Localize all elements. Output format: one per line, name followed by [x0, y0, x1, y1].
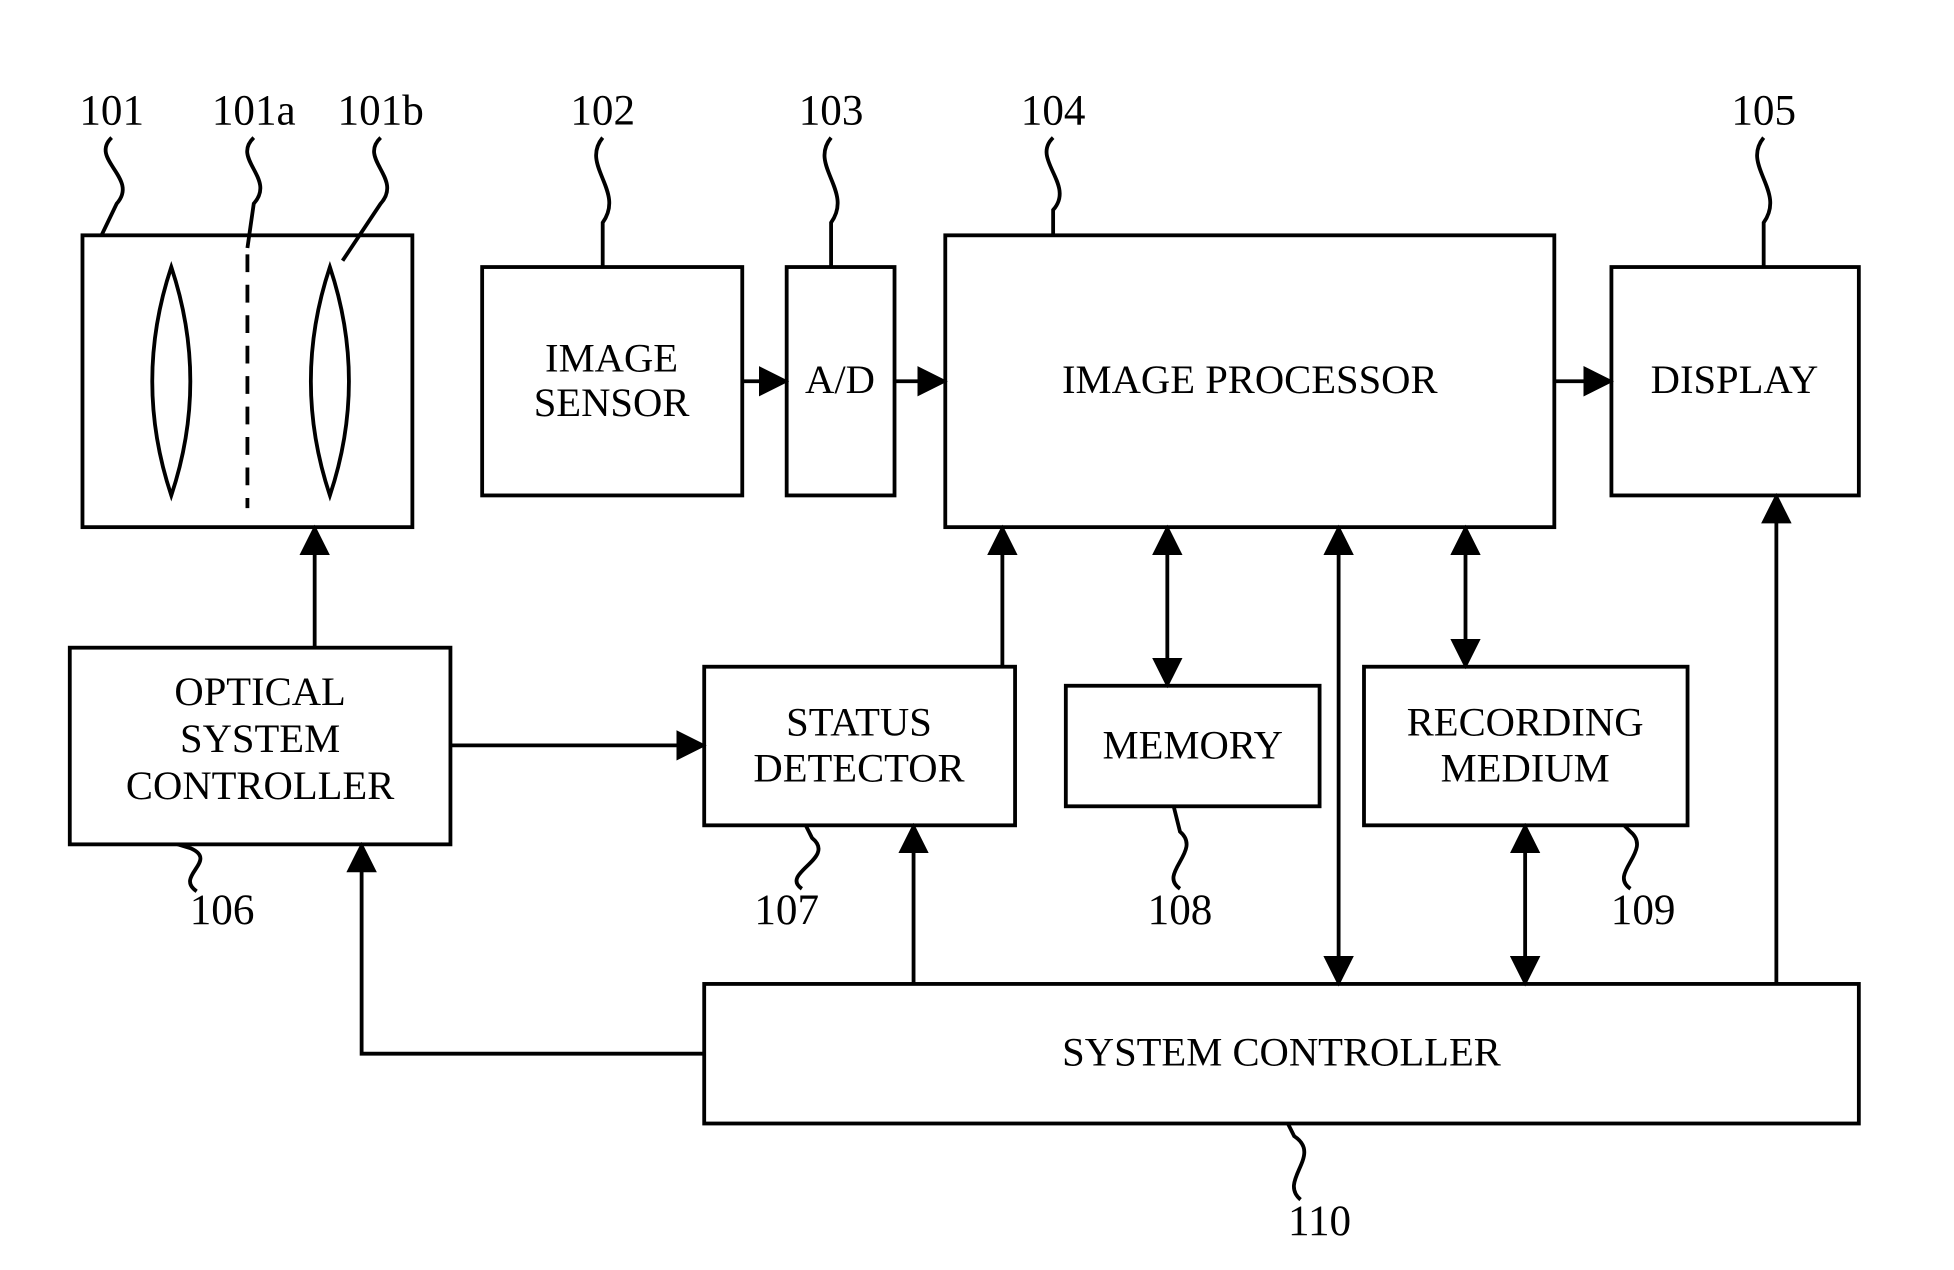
ref-105: 105: [1731, 88, 1796, 135]
squiggle-101: [102, 138, 123, 236]
squiggle-110: [1288, 1124, 1304, 1200]
ref-101: 101: [79, 88, 144, 135]
ref-101b: 101b: [338, 88, 424, 135]
block-image-processor: IMAGE PROCESSOR: [945, 235, 1554, 527]
block-memory: MEMORY: [1066, 686, 1320, 807]
image-processor-label: IMAGE PROCESSOR: [1062, 357, 1438, 402]
block-image-sensor: IMAGE SENSOR: [482, 267, 742, 495]
ref-109: 109: [1611, 887, 1676, 934]
block-display: DISPLAY: [1611, 267, 1858, 495]
squiggle-104: [1047, 138, 1060, 236]
ref-104: 104: [1021, 88, 1086, 135]
ref-108: 108: [1148, 887, 1213, 934]
edge-sysctrl-to-optctrl: [362, 844, 705, 1053]
block-optical-controller: OPTICAL SYSTEM CONTROLLER: [70, 648, 451, 845]
status-detector-label-2: DETECTOR: [753, 745, 965, 790]
squiggle-107: [796, 825, 818, 888]
ad-label: A/D: [805, 357, 875, 402]
squiggle-102: [596, 138, 609, 267]
squiggle-105: [1757, 138, 1770, 267]
ref-107: 107: [754, 887, 819, 934]
ref-106: 106: [190, 887, 255, 934]
optical-ctrl-label-3: CONTROLLER: [126, 763, 395, 808]
recording-medium-label-1: RECORDING: [1407, 700, 1644, 745]
image-sensor-label-2: SENSOR: [534, 380, 691, 425]
block-status-detector: STATUS DETECTOR: [704, 667, 1015, 826]
squiggle-109: [1624, 825, 1637, 888]
block-ad: A/D: [787, 267, 895, 495]
squiggle-108: [1173, 806, 1186, 888]
ref-103: 103: [799, 88, 864, 135]
block-diagram: IMAGE SENSOR A/D IMAGE PROCESSOR DISPLAY…: [0, 0, 1954, 1270]
ref-102: 102: [570, 88, 635, 135]
recording-medium-label-2: MEDIUM: [1441, 745, 1610, 790]
squiggle-101a: [247, 138, 260, 248]
optical-ctrl-label-1: OPTICAL: [174, 669, 345, 714]
image-sensor-label-1: IMAGE: [545, 336, 678, 381]
squiggle-103: [824, 138, 837, 267]
block-recording-medium: RECORDING MEDIUM: [1364, 667, 1688, 826]
memory-label: MEMORY: [1102, 723, 1282, 768]
squiggle-106: [178, 844, 201, 891]
display-label: DISPLAY: [1651, 357, 1819, 402]
system-controller-label: SYSTEM CONTROLLER: [1062, 1030, 1502, 1075]
status-detector-label-1: STATUS: [786, 700, 932, 745]
block-optical-system: [82, 235, 412, 527]
block-system-controller: SYSTEM CONTROLLER: [704, 984, 1859, 1124]
optical-ctrl-label-2: SYSTEM: [180, 716, 340, 761]
ref-101a: 101a: [212, 88, 296, 135]
ref-110: 110: [1288, 1198, 1351, 1245]
